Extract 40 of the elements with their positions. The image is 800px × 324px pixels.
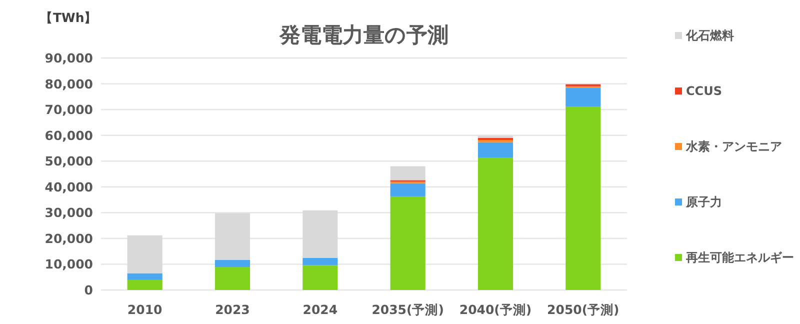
legend-label: 原子力 (685, 195, 722, 209)
bar (390, 196, 426, 290)
x-tick-label: 2023 (215, 302, 250, 317)
y-tick-label: 0 (84, 282, 94, 298)
x-tick-label: 2035(予測) (372, 302, 444, 317)
x-tick-label: 2050(予測) (547, 302, 620, 317)
x-tick-label: 2040(予測) (459, 302, 532, 317)
y-tick-label: 60,000 (44, 128, 94, 143)
y-tick-label: 70,000 (44, 102, 94, 118)
y-tick-label: 50,000 (44, 154, 94, 169)
bar (478, 158, 514, 290)
chart-title: 発電電力量の予測 (278, 23, 448, 47)
legend-label: 水素・アンモニア (685, 140, 782, 154)
y-tick-label: 30,000 (44, 205, 94, 220)
y-tick-label: 20,000 (44, 230, 94, 246)
bar (214, 213, 250, 260)
legend-label: 再生可能エネルギー (685, 250, 794, 264)
legend-label: 化石燃料 (685, 28, 734, 42)
x-tick-label: 2024 (302, 302, 338, 317)
y-tick-label: 40,000 (44, 179, 94, 194)
bar (566, 88, 601, 106)
bar (127, 280, 162, 290)
bar (302, 258, 338, 266)
y-axis-title: 【TWh】 (40, 10, 98, 25)
bar (478, 142, 514, 158)
bar (214, 260, 250, 268)
bar (302, 210, 338, 258)
bar (127, 273, 162, 280)
bar (566, 106, 601, 290)
y-tick-label: 90,000 (44, 50, 94, 66)
bar (390, 166, 426, 180)
y-tick-label: 10,000 (44, 256, 94, 272)
y-tick-label: 80,000 (44, 76, 94, 92)
x-tick-label: 2010 (127, 302, 163, 317)
bar (127, 235, 162, 274)
legend-label: CCUS (686, 84, 722, 98)
bar (478, 140, 514, 142)
bar (390, 183, 426, 196)
bar (302, 265, 338, 290)
bar (214, 267, 250, 290)
